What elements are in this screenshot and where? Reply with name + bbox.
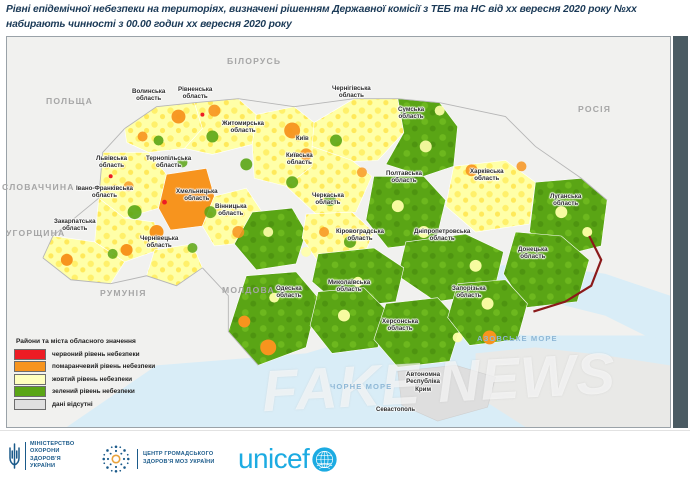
phc-line-1: ЦЕНТР ГРОМАДСЬКОГО [143, 451, 214, 458]
map-canvas [7, 37, 670, 427]
moh-line-2: ОХОРОНИ [30, 448, 60, 455]
legend-label-nodata: дані відсутні [52, 400, 93, 408]
ministry-of-health-label: МІНІСТЕРСТВО ОХОРОНИ ЗДОРОВ'Я УКРАЇНИ [30, 441, 74, 471]
unicef-logo: unicef [238, 445, 338, 473]
legend-swatch-orange [14, 361, 46, 373]
legend-item-nodata: дані відсутні [14, 398, 182, 411]
legend-swatch-yellow [14, 373, 46, 385]
phc-emblem-icon [102, 445, 130, 473]
legend-label-red: червоний рівень небезпеки [52, 350, 140, 358]
legend-label-yellow: жовтий рівень небезпеки [52, 375, 133, 383]
legend-heading: Райони та міста обласного значення [16, 338, 136, 345]
legend: Райони та міста обласного значення черво… [14, 336, 182, 411]
legend-swatch-red [14, 348, 46, 360]
public-health-center-logo: ЦЕНТР ГРОМАДСЬКОГО ЗДОРОВ'Я МОЗ УКРАЇНИ [100, 443, 215, 475]
moh-line-3: ЗДОРОВ'Я [30, 455, 61, 462]
legend-label-green: зелений рівень небезпеки [52, 388, 135, 396]
trident-icon [9, 443, 20, 469]
legend-swatch-nodata [14, 398, 46, 410]
title-line-1: Рівні епідемічної небезпеки на територія… [6, 4, 637, 15]
map-frame[interactable]: FAKE NEWS [6, 36, 671, 428]
legend-item-green: зелений рівень небезпеки [14, 386, 182, 399]
phc-line-2: ЗДОРОВ'Я МОЗ УКРАЇНИ [143, 459, 215, 465]
legend-item-red: червоний рівень небезпеки [14, 348, 182, 361]
moh-line-1: МІНІСТЕРСТВО [30, 441, 75, 447]
legend-swatch-green [14, 386, 46, 398]
ukraine-choropleth-svg [7, 37, 670, 427]
moh-line-4: УКРАЇНИ [30, 463, 56, 470]
map-side-bar [673, 36, 688, 428]
page-title: Рівні епідемічної небезпеки на територія… [6, 3, 684, 32]
unicef-globe-icon [312, 446, 337, 472]
logo-divider [25, 441, 26, 470]
public-health-center-label: ЦЕНТР ГРОМАДСЬКОГО ЗДОРОВ'Я МОЗ УКРАЇНИ [143, 451, 215, 466]
legend-label-orange: помаранчевий рівень небезпеки [52, 363, 156, 371]
unicef-wordmark: unicef [238, 443, 310, 474]
footer: МІНІСТЕРСТВО ОХОРОНИ ЗДОРОВ'Я УКРАЇНИ [0, 430, 690, 490]
legend-item-orange: помаранчевий рівень небезпеки [14, 361, 182, 374]
logo-divider [137, 449, 138, 469]
legend-item-yellow: жовтий рівень небезпеки [14, 373, 182, 386]
title-line-2: набирають чинності з 00.00 годин хх вере… [6, 18, 292, 30]
ministry-of-health-logo: МІНІСТЕРСТВО ОХОРОНИ ЗДОРОВ'Я УКРАЇНИ [8, 441, 74, 471]
